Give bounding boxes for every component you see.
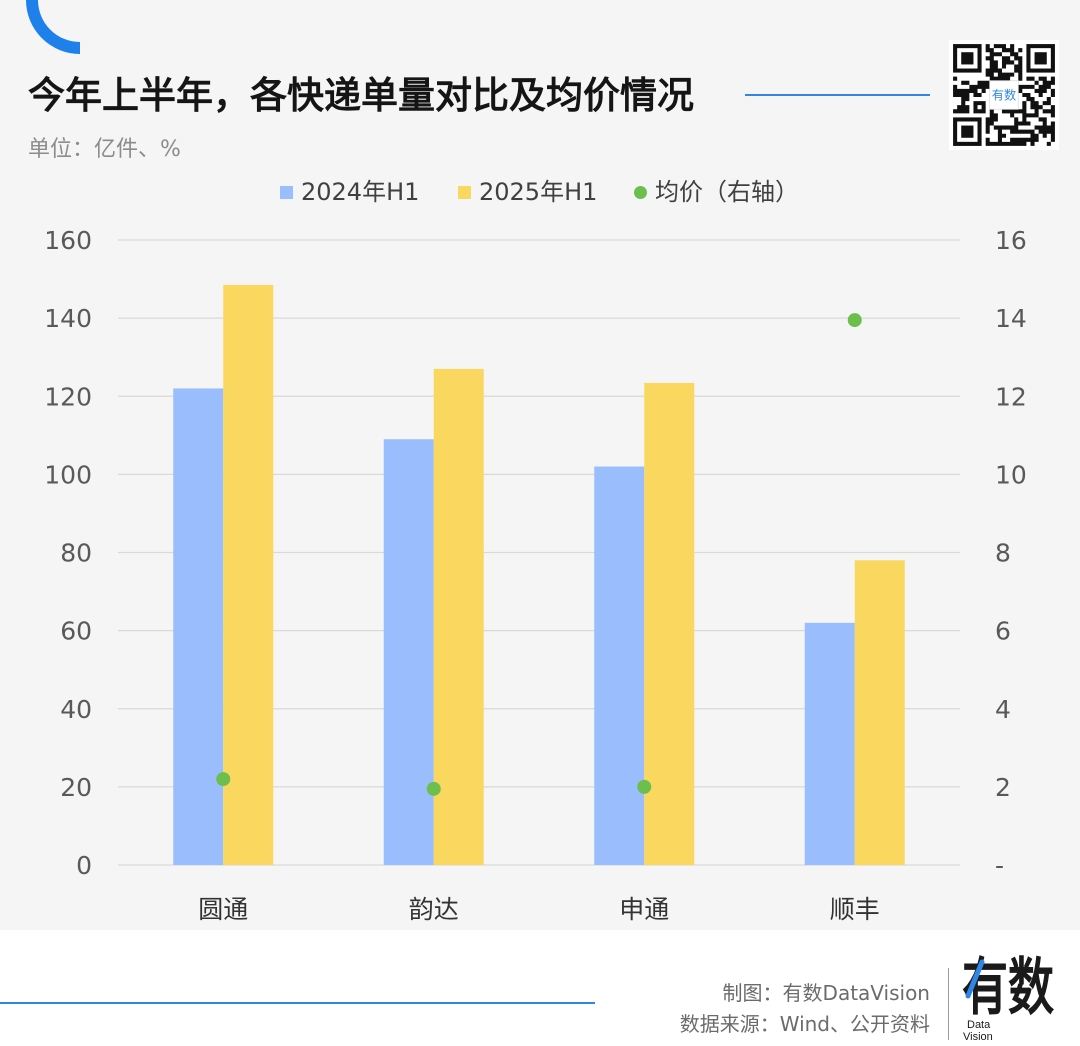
title-rule	[745, 94, 930, 96]
corner-arc-decoration	[26, 0, 81, 54]
y-right-tick-label: 12	[995, 382, 1027, 411]
y-right-tick-label: 16	[995, 226, 1027, 255]
brand-logo-sub-bottom: Vision	[962, 1031, 994, 1043]
footer-divider	[948, 968, 949, 1040]
qr-badge-background	[989, 80, 1019, 110]
qr-finder-core	[961, 52, 974, 65]
avg-price-point-1	[426, 781, 441, 796]
brand-logo-text: 有数	[962, 950, 1054, 1024]
x-category-label: 申通	[619, 895, 669, 924]
bar-2025-h1-0	[223, 284, 274, 865]
legend-item-2025-h1: 2025年H1	[458, 176, 597, 208]
qr-code: 有数	[949, 40, 1059, 150]
legend-label-2024-h1: 2024年H1	[301, 178, 420, 206]
bar-layer	[173, 284, 905, 865]
y-left-tick-label: 80	[60, 539, 92, 568]
avg-price-point-0	[216, 772, 231, 787]
bar-2025-h1-1	[433, 368, 484, 865]
legend-item-avg-price: 均价（右轴）	[634, 176, 799, 208]
legend-dot-avg-price	[634, 185, 647, 199]
x-category-label: 圆通	[198, 895, 248, 924]
legend-swatch-2025-h1	[458, 185, 471, 199]
y-left-tick-label: 100	[44, 460, 92, 489]
y-right-tick-label: -	[995, 851, 1004, 880]
y-left-tick-label: 40	[60, 695, 92, 724]
bar-2025-h1-2	[644, 382, 695, 865]
footer-rule	[0, 1002, 595, 1004]
bar-chart: 0 - 20 2 40 4 60 6 80 8 100 10 120 12 140 14 160 16 圆通 韵达 申通…	[44, 226, 1027, 924]
avg-price-point-3	[847, 313, 862, 328]
y-right-tick-label: 2	[995, 773, 1011, 802]
bar-2024-h1-1	[383, 439, 434, 865]
unit-note: 单位：亿件、%	[28, 137, 181, 162]
avg-price-point-2	[637, 779, 652, 794]
avg-price-layer	[216, 313, 862, 796]
bar-2024-h1-3	[804, 622, 855, 865]
legend-label-2025-h1: 2025年H1	[479, 178, 598, 206]
x-category-label: 顺丰	[830, 895, 880, 924]
y-left-tick-label: 60	[60, 617, 92, 646]
y-left-tick-label: 0	[76, 851, 92, 880]
brand-logo-sub-top: Data	[966, 1019, 992, 1031]
data-source: 数据来源：Wind、公开资料	[679, 1012, 930, 1036]
bar-2024-h1-2	[594, 466, 645, 865]
y-right-tick-label: 6	[995, 617, 1011, 646]
y-left-tick-label: 140	[44, 304, 92, 333]
y-right-tick-label: 14	[995, 304, 1027, 333]
y-left-tick-label: 20	[60, 773, 92, 802]
qr-finder-core	[961, 125, 974, 138]
logo-accent-stroke	[965, 959, 985, 999]
bar-2024-h1-0	[173, 388, 224, 865]
qr-modules	[953, 44, 1055, 146]
legend-label-avg-price: 均价（右轴）	[655, 178, 799, 206]
x-category-label: 韵达	[409, 895, 459, 924]
chart-credit: 制图：有数DataVision	[722, 981, 930, 1005]
legend-swatch-2024-h1	[280, 185, 293, 199]
legend-item-2024-h1: 2024年H1	[280, 176, 419, 208]
chart-title: 今年上半年，各快递单量对比及均价情况	[28, 74, 694, 117]
y-right-tick-label: 8	[995, 539, 1011, 568]
qr-finder-core	[1034, 52, 1047, 65]
bar-2025-h1-3	[854, 560, 905, 865]
qr-badge-text: 有数	[992, 87, 1016, 102]
brand-logo-accent	[965, 959, 985, 999]
y-left-tick-label: 160	[44, 226, 92, 255]
y-left-tick-label: 120	[44, 382, 92, 411]
y-right-tick-label: 4	[995, 695, 1011, 724]
label-layer: 0 - 20 2 40 4 60 6 80 8 100 10 120 12 140 14 160 16 圆通 韵达 申通…	[44, 226, 1027, 924]
arc-shape	[26, 0, 81, 54]
brand-logo: 有数 Data Vision	[960, 956, 1060, 1044]
y-right-tick-label: 10	[995, 460, 1027, 489]
